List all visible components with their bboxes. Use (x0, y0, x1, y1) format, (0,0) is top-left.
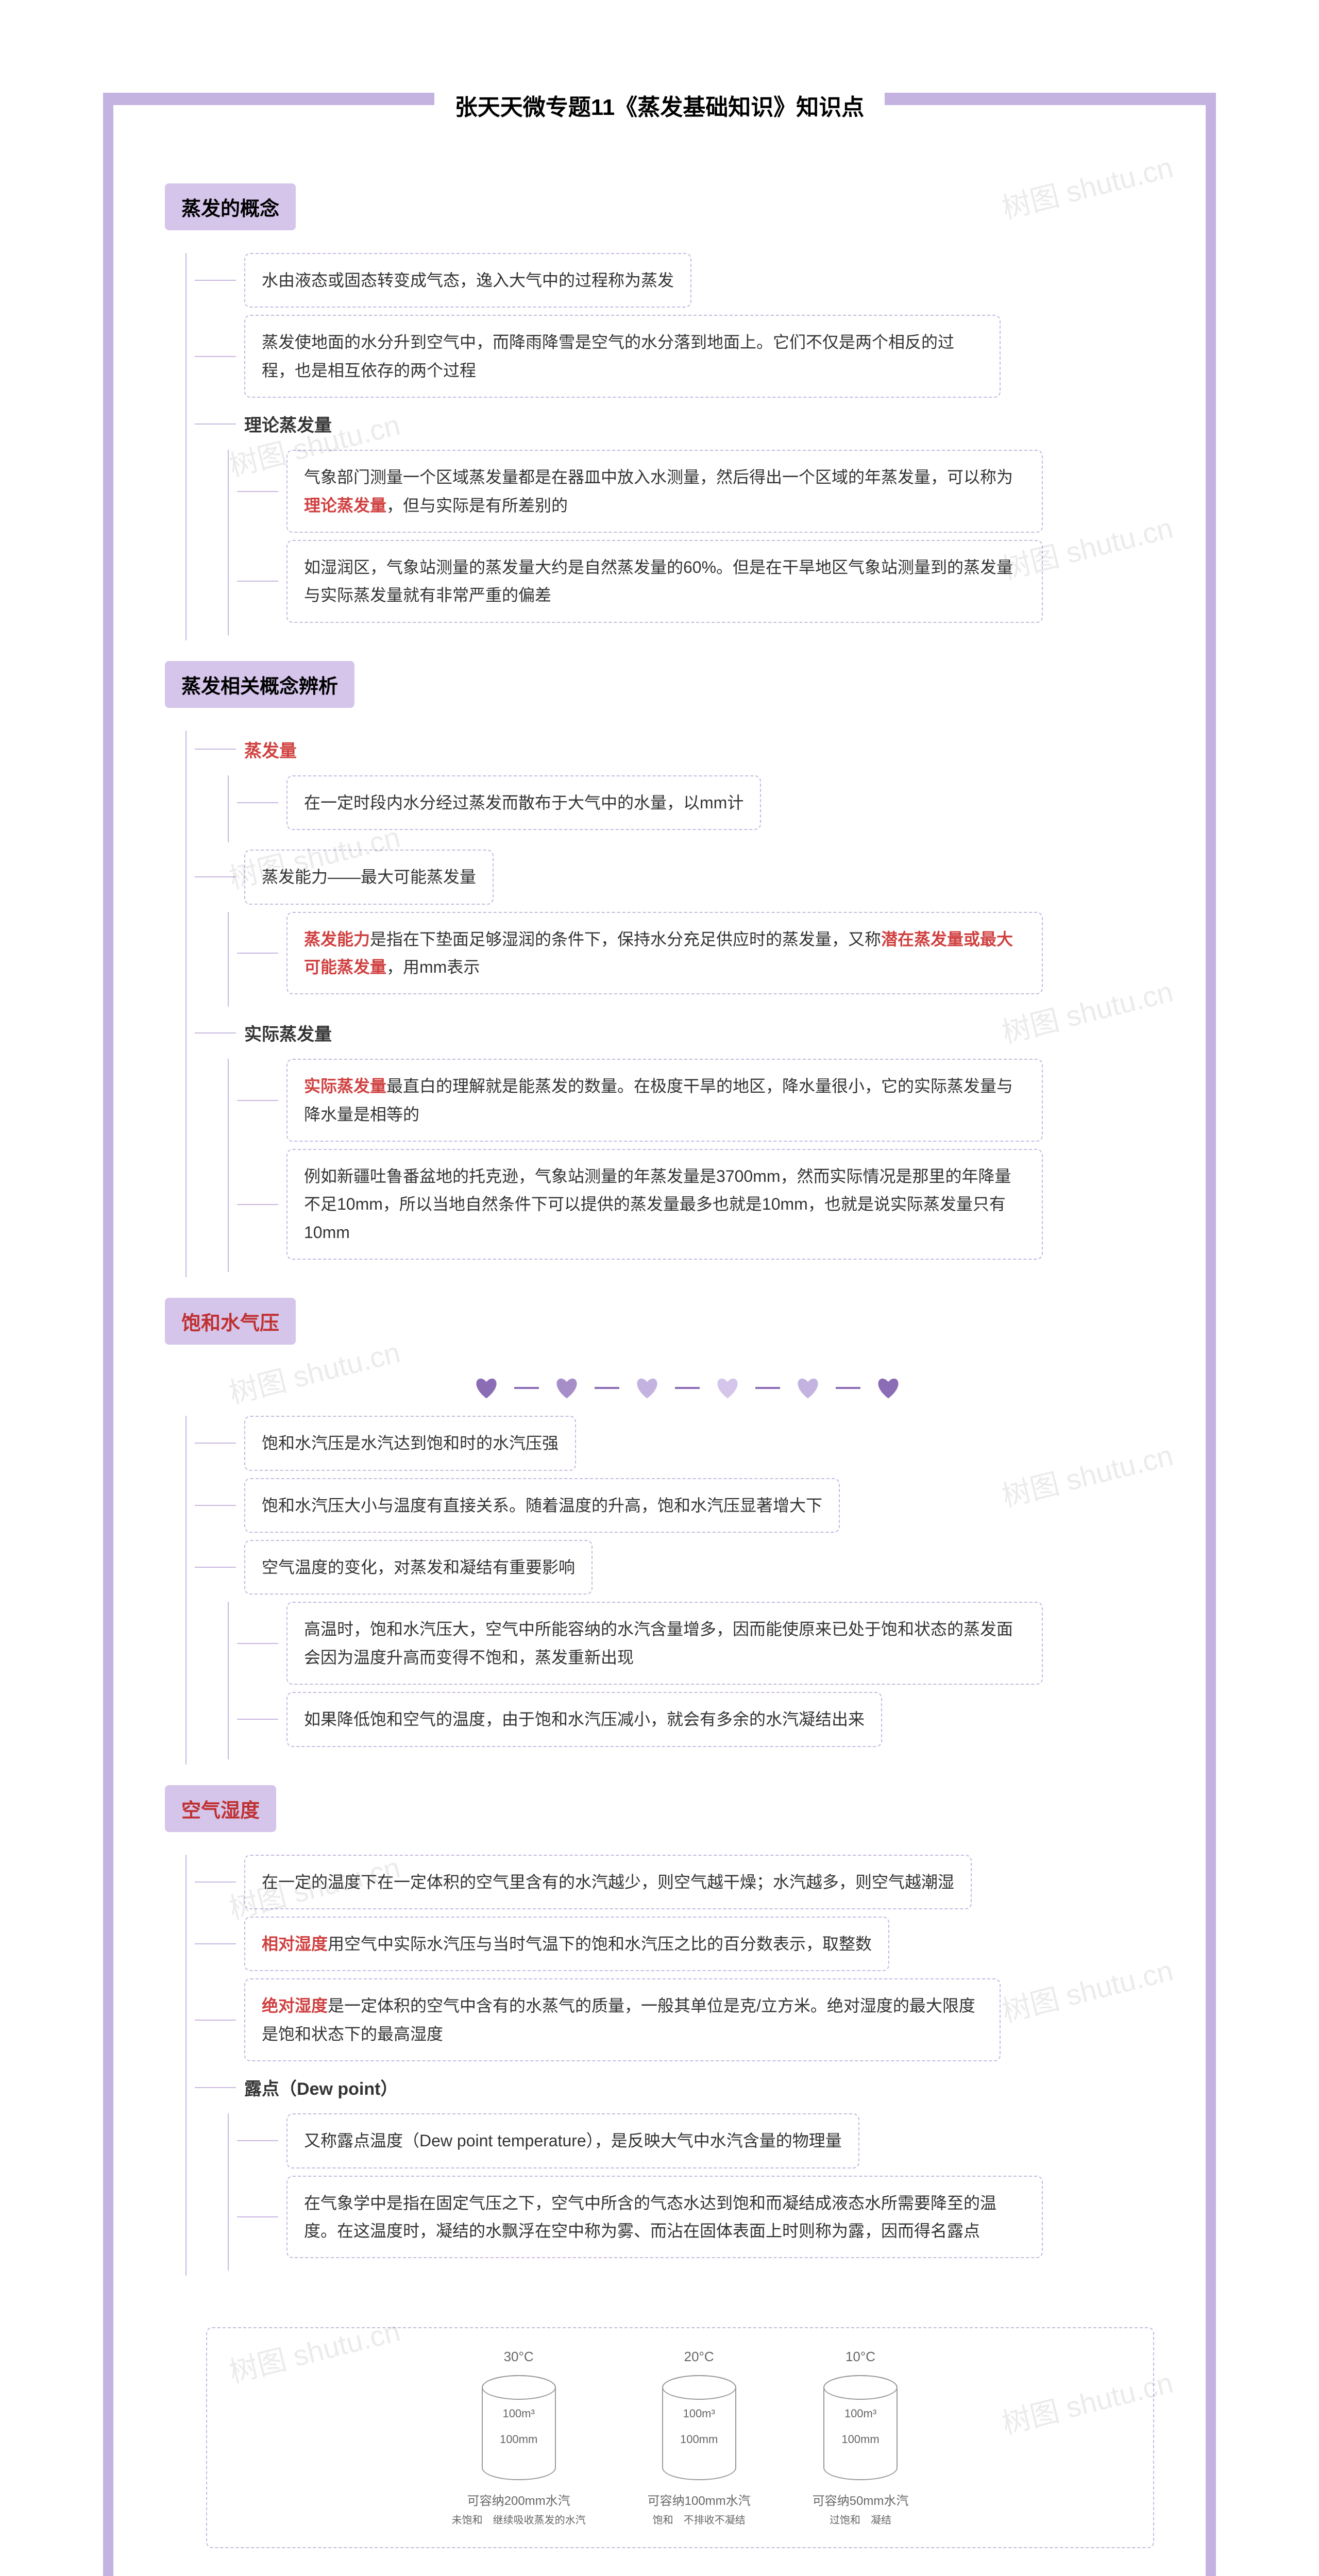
content-box: 如果降低饱和空气的温度，由于饱和水汽压减小，就会有多余的水汽凝结出来 (286, 1692, 882, 1747)
content-box: 高温时，饱和水汽压大，空气中所能容纳的水汽含量增多，因而能使原来已处于饱和状态的… (286, 1602, 1043, 1685)
content-box: 气象部门测量一个区域蒸发量都是在器皿中放入水测量，然后得出一个区域的年蒸发量，可… (286, 450, 1043, 533)
content-box: 蒸发能力——最大可能蒸发量 (244, 850, 494, 904)
content-box: 空气温度的变化，对蒸发和凝结有重要影响 (244, 1540, 593, 1595)
diagram-frame: 张天天微专题11《蒸发基础知识》知识点 蒸发的概念水由液态或固态转变成气态，逸入… (103, 93, 1216, 2576)
content-box: 如湿润区，气象站测量的蒸发量大约是自然蒸发量的60%。但是在干旱地区气象站测量到… (286, 540, 1043, 623)
branch-label: 露点（Dew point） (244, 2069, 398, 2106)
section-title: 空气湿度 (165, 1785, 276, 1832)
content-box: 蒸发使地面的水分升到空气中，而降雨降雪是空气的水分落到地面上。它们不仅是两个相反… (244, 315, 1001, 398)
section-title: 蒸发的概念 (165, 183, 296, 230)
title-box: 张天天微专题11《蒸发基础知识》知识点 (350, 89, 969, 122)
page-root: 张天天微专题11《蒸发基础知识》知识点 蒸发的概念水由液态或固态转变成气态，逸入… (0, 93, 1319, 2576)
heart-icon (715, 1376, 740, 1400)
cylinder-group: 20°C100m³100mm可容纳100mm水汽饱和不排收不凝结 (648, 2349, 751, 2527)
hearts-decoration (474, 1376, 1175, 1400)
heart-icon (796, 1376, 820, 1400)
branch-label: 理论蒸发量 (244, 405, 332, 443)
content-area: 蒸发的概念水由液态或固态转变成气态，逸入大气中的过程称为蒸发蒸发使地面的水分升到… (113, 122, 1206, 2296)
heart-icon (554, 1376, 579, 1400)
content-box: 例如新疆吐鲁番盆地的托克逊，气象站测量的年蒸发量是3700mm，然而实际情况是那… (286, 1149, 1043, 1260)
content-box: 在一定时段内水分经过蒸发而散布于大气中的水量，以mm计 (286, 775, 761, 830)
branch-label: 蒸发量 (244, 731, 297, 768)
section-title: 蒸发相关概念辨析 (165, 661, 354, 708)
cylinder-diagram: 30°C100m³100mm可容纳200mm水汽未饱和继续吸收蒸发的水汽 20°C… (206, 2327, 1154, 2548)
content-box: 饱和水汽压是水汽达到饱和时的水汽压强 (244, 1416, 576, 1470)
content-box: 在气象学中是指在固定气压之下，空气中所含的气态水达到饱和而凝结成液态水所需要降至… (286, 2176, 1043, 2259)
heart-icon (876, 1376, 901, 1400)
content-box: 蒸发能力是指在下垫面足够湿润的条件下，保持水分充足供应时的蒸发量，又称潜在蒸发量… (286, 912, 1043, 995)
content-box: 又称露点温度（Dew point temperature），是反映大气中水汽含量… (286, 2113, 859, 2168)
heart-icon (635, 1376, 660, 1400)
content-box: 相对湿度用空气中实际水汽压与当时气温下的饱和水汽压之比的百分数表示，取整数 (244, 1917, 889, 1971)
branch-label: 实际蒸发量 (244, 1014, 332, 1052)
content-box: 绝对湿度是一定体积的空气中含有的水蒸气的质量，一般其单位是克/立方米。绝对湿度的… (244, 1978, 1001, 2061)
content-box: 饱和水汽压大小与温度有直接关系。随着温度的升高，饱和水汽压显著增大下 (244, 1478, 840, 1533)
heart-icon (474, 1376, 499, 1400)
section-title: 饱和水气压 (165, 1298, 296, 1345)
page-title: 张天天微专题11《蒸发基础知识》知识点 (434, 89, 885, 122)
content-box: 实际蒸发量最直白的理解就是能蒸发的数量。在极度干旱的地区，降水量很小，它的实际蒸… (286, 1059, 1043, 1142)
content-box: 在一定的温度下在一定体积的空气里含有的水汽越少，则空气越干燥；水汽越多，则空气越… (244, 1855, 972, 1909)
content-box: 水由液态或固态转变成气态，逸入大气中的过程称为蒸发 (244, 253, 691, 308)
cylinder-group: 10°C100m³100mm可容纳50mm水汽过饱和凝结 (813, 2349, 909, 2527)
cylinder-group: 30°C100m³100mm可容纳200mm水汽未饱和继续吸收蒸发的水汽 (452, 2349, 586, 2527)
